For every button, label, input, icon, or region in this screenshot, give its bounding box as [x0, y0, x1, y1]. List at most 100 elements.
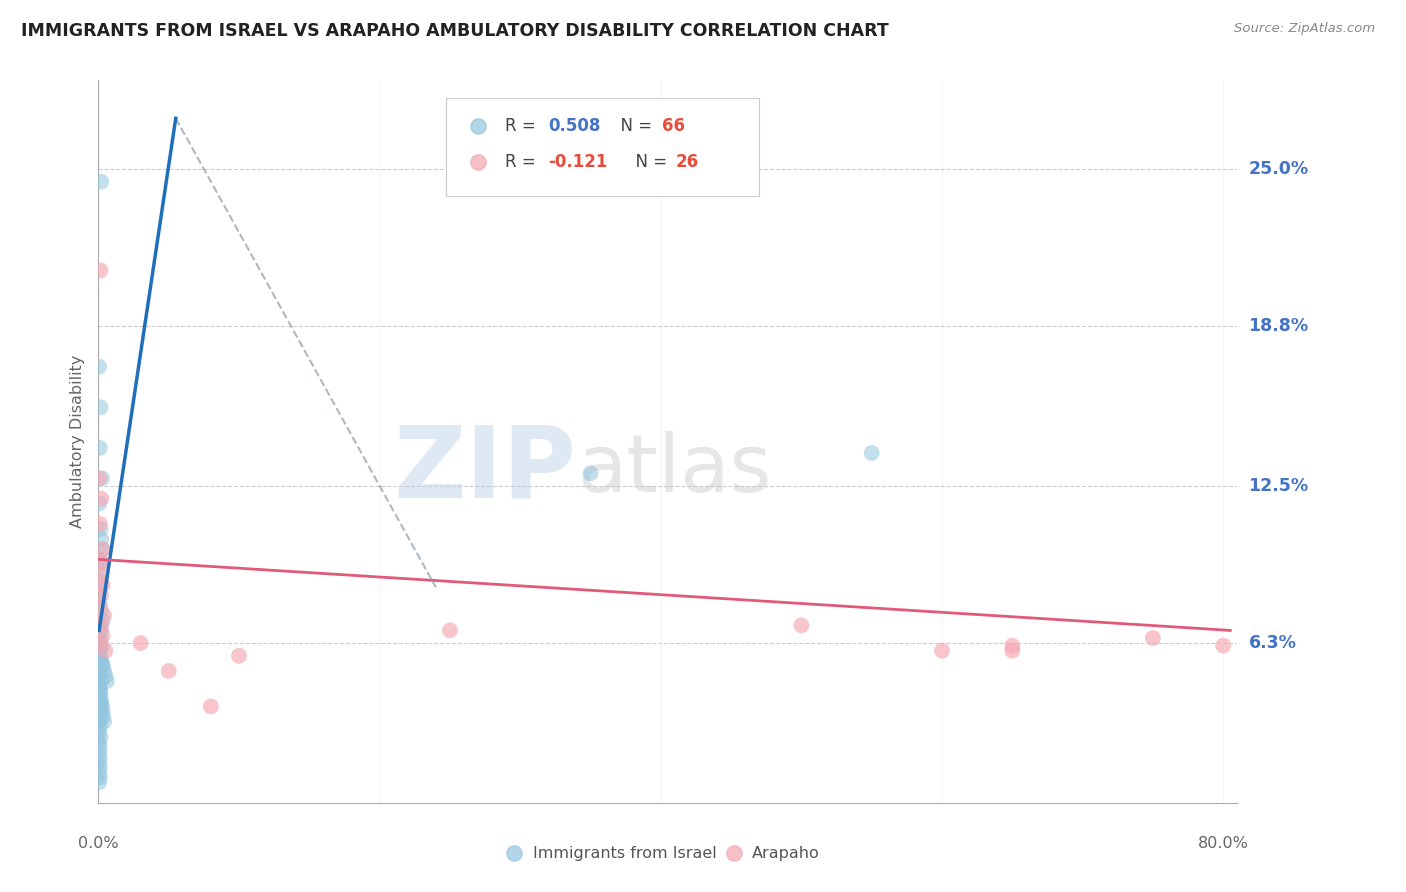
Point [90, 674, 112, 689]
Text: 0.508: 0.508 [548, 117, 600, 135]
Point [90, 699, 114, 714]
Point [90, 401, 112, 415]
Point [89, 628, 111, 642]
Point [96, 674, 118, 689]
Point [89, 648, 111, 663]
Point [90, 699, 112, 714]
Point [89, 705, 111, 719]
Point [90, 654, 112, 668]
Point [89, 573, 111, 587]
Y-axis label: Ambulatory Disability: Ambulatory Disability [70, 355, 86, 528]
Point [93, 709, 115, 723]
Point [91, 578, 114, 592]
Point [89, 643, 111, 657]
Point [90, 558, 112, 572]
Text: -0.121: -0.121 [548, 153, 607, 171]
Text: 6.3%: 6.3% [1249, 634, 1296, 652]
Text: N =: N = [624, 153, 672, 171]
Point [93, 608, 115, 623]
Point [89, 720, 111, 734]
Text: 25.0%: 25.0% [1249, 160, 1309, 178]
Point [89, 664, 111, 678]
Point [89, 775, 111, 789]
Point [91, 628, 114, 642]
Text: 0.0%: 0.0% [79, 836, 118, 851]
Point [91, 542, 114, 557]
Point [89, 750, 111, 764]
Point [89, 497, 111, 511]
Point [89, 679, 111, 693]
Point [90, 730, 112, 744]
Text: N =: N = [610, 117, 657, 135]
Point [89, 359, 111, 374]
Point [91, 542, 114, 557]
Text: 18.8%: 18.8% [1249, 318, 1309, 335]
Point [91, 613, 114, 627]
Point [89, 684, 111, 698]
Point [439, 624, 461, 638]
Point [1001, 639, 1024, 653]
Point [90, 471, 114, 485]
Point [89, 771, 111, 785]
Point [1212, 639, 1234, 653]
Point [90, 491, 112, 506]
Point [89, 582, 111, 597]
Text: Source: ZipAtlas.com: Source: ZipAtlas.com [1234, 22, 1375, 36]
Point [91, 659, 114, 673]
Point [89, 669, 111, 683]
Point [129, 636, 152, 650]
Point [89, 618, 111, 632]
Text: R =: R = [505, 117, 541, 135]
Point [90, 639, 114, 653]
Text: 80.0%: 80.0% [1198, 836, 1249, 851]
Point [90, 624, 112, 638]
Point [157, 664, 180, 678]
Point [89, 441, 111, 455]
Point [90, 654, 112, 668]
Point [860, 446, 883, 460]
Point [89, 648, 111, 663]
Point [89, 739, 111, 754]
Point [89, 735, 111, 749]
Point [90, 522, 112, 536]
Point [90, 175, 112, 189]
Point [90, 555, 112, 569]
Point [89, 552, 111, 566]
Point [93, 664, 115, 678]
Point [89, 756, 111, 770]
FancyBboxPatch shape [446, 98, 759, 196]
Point [90, 633, 112, 648]
Point [89, 745, 111, 759]
Point [89, 471, 111, 485]
Text: Immigrants from Israel: Immigrants from Israel [533, 846, 717, 861]
Point [200, 699, 222, 714]
Point [228, 648, 250, 663]
Point [90, 690, 112, 704]
Point [1001, 643, 1024, 657]
Point [89, 679, 111, 693]
Point [89, 760, 111, 774]
Point [91, 659, 114, 673]
Point [89, 694, 111, 708]
Point [89, 567, 111, 582]
Text: 66: 66 [662, 117, 685, 135]
Point [90, 684, 112, 698]
Point [93, 714, 115, 729]
Point [1142, 631, 1164, 645]
Point [790, 618, 813, 632]
Point [90, 709, 112, 723]
Text: IMMIGRANTS FROM ISRAEL VS ARAPAHO AMBULATORY DISABILITY CORRELATION CHART: IMMIGRANTS FROM ISRAEL VS ARAPAHO AMBULA… [21, 22, 889, 40]
Point [89, 636, 111, 650]
Text: ZIP: ZIP [394, 422, 576, 519]
Text: Arapaho: Arapaho [752, 846, 820, 861]
Point [89, 593, 111, 607]
Point [931, 643, 953, 657]
Point [90, 588, 112, 602]
Point [94, 669, 117, 683]
Point [90, 694, 112, 708]
Point [90, 532, 112, 546]
Text: atlas: atlas [576, 432, 770, 509]
Point [89, 643, 111, 657]
Text: 12.5%: 12.5% [1249, 477, 1309, 495]
Point [89, 765, 111, 780]
